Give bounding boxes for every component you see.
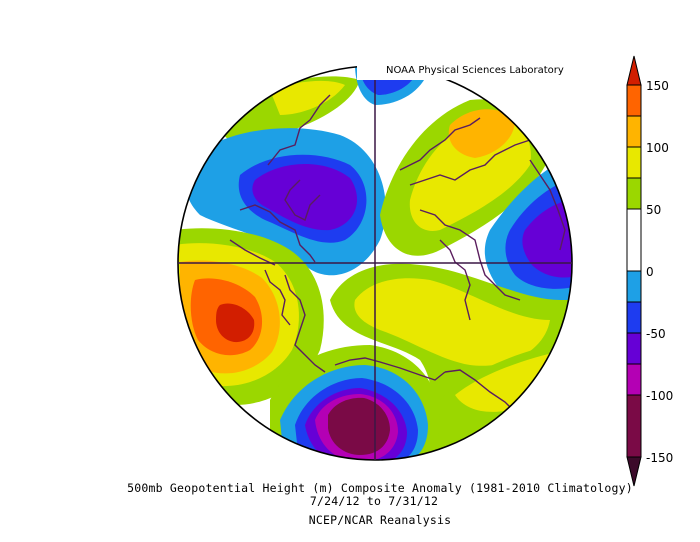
colorbar-swatch: [626, 208, 642, 272]
colorbar-tick: 100: [646, 141, 669, 155]
map-title: 500mb Geopotential Height (m) Composite …: [127, 481, 633, 495]
anomaly-lobe: [252, 163, 358, 231]
colorbar-tick: 0: [646, 265, 654, 279]
anomaly-lobe: [522, 200, 572, 278]
colorbar-swatch: [626, 115, 642, 148]
colorbar-tick: -100: [646, 389, 674, 403]
colorbar: [626, 55, 642, 487]
date-range: 7/24/12 to 7/31/12: [309, 494, 439, 508]
credit-box: [357, 64, 575, 80]
colorbar-tick: 150: [646, 79, 669, 93]
colorbar-swatch: [626, 332, 642, 365]
colorbar-tick: -150: [646, 451, 674, 465]
anomaly-field: [178, 66, 572, 460]
credit-label: NOAA Physical Sciences Laboratory: [386, 65, 564, 76]
dataset-label: NCEP/NCAR Reanalysis: [308, 513, 452, 527]
colorbar-swatch: [626, 270, 642, 303]
colorbar-swatch: [626, 363, 642, 396]
anomaly-lobe: [216, 303, 255, 343]
colorbar-swatch: [626, 394, 642, 458]
colorbar-swatch: [626, 84, 642, 117]
anomaly-lobe: [270, 80, 345, 115]
colorbar-arrow-top: [626, 55, 642, 86]
colorbar-arrow-bottom: [626, 456, 642, 487]
colorbar-swatch: [626, 146, 642, 179]
anomaly-lobe: [354, 278, 550, 366]
colorbar-swatch: [626, 301, 642, 334]
anomaly-lobe: [448, 109, 515, 158]
colorbar-swatch: [626, 177, 642, 210]
colorbar-tick: -50: [646, 327, 666, 341]
anomaly-lobe: [455, 350, 565, 412]
colorbar-tick: 50: [646, 203, 662, 217]
